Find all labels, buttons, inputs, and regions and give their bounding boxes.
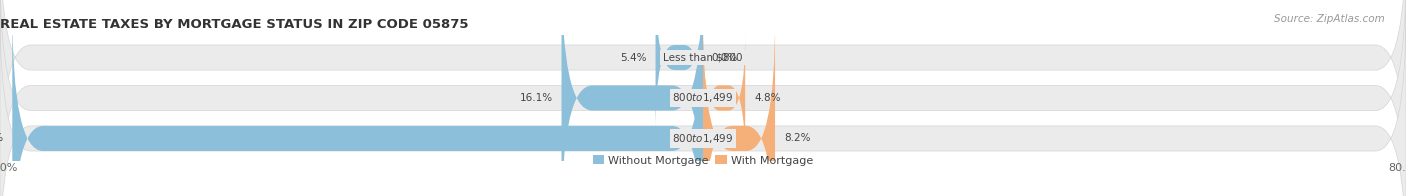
Text: $800 to $1,499: $800 to $1,499 (672, 92, 734, 104)
Text: 8.2%: 8.2% (785, 133, 810, 143)
Text: Source: ZipAtlas.com: Source: ZipAtlas.com (1274, 14, 1385, 24)
FancyBboxPatch shape (703, 33, 745, 163)
Text: 0.0%: 0.0% (711, 53, 738, 63)
Text: 5.4%: 5.4% (620, 53, 647, 63)
FancyBboxPatch shape (0, 9, 1406, 196)
Legend: Without Mortgage, With Mortgage: Without Mortgage, With Mortgage (588, 151, 818, 170)
Text: 4.8%: 4.8% (754, 93, 780, 103)
FancyBboxPatch shape (703, 18, 775, 196)
FancyBboxPatch shape (13, 9, 703, 196)
Text: REAL ESTATE TAXES BY MORTGAGE STATUS IN ZIP CODE 05875: REAL ESTATE TAXES BY MORTGAGE STATUS IN … (0, 18, 468, 31)
Text: 16.1%: 16.1% (520, 93, 553, 103)
FancyBboxPatch shape (0, 0, 1406, 187)
Text: 78.6%: 78.6% (0, 133, 4, 143)
Text: Less than $800: Less than $800 (664, 53, 742, 63)
FancyBboxPatch shape (561, 0, 703, 196)
FancyBboxPatch shape (655, 0, 703, 132)
Text: $800 to $1,499: $800 to $1,499 (672, 132, 734, 145)
